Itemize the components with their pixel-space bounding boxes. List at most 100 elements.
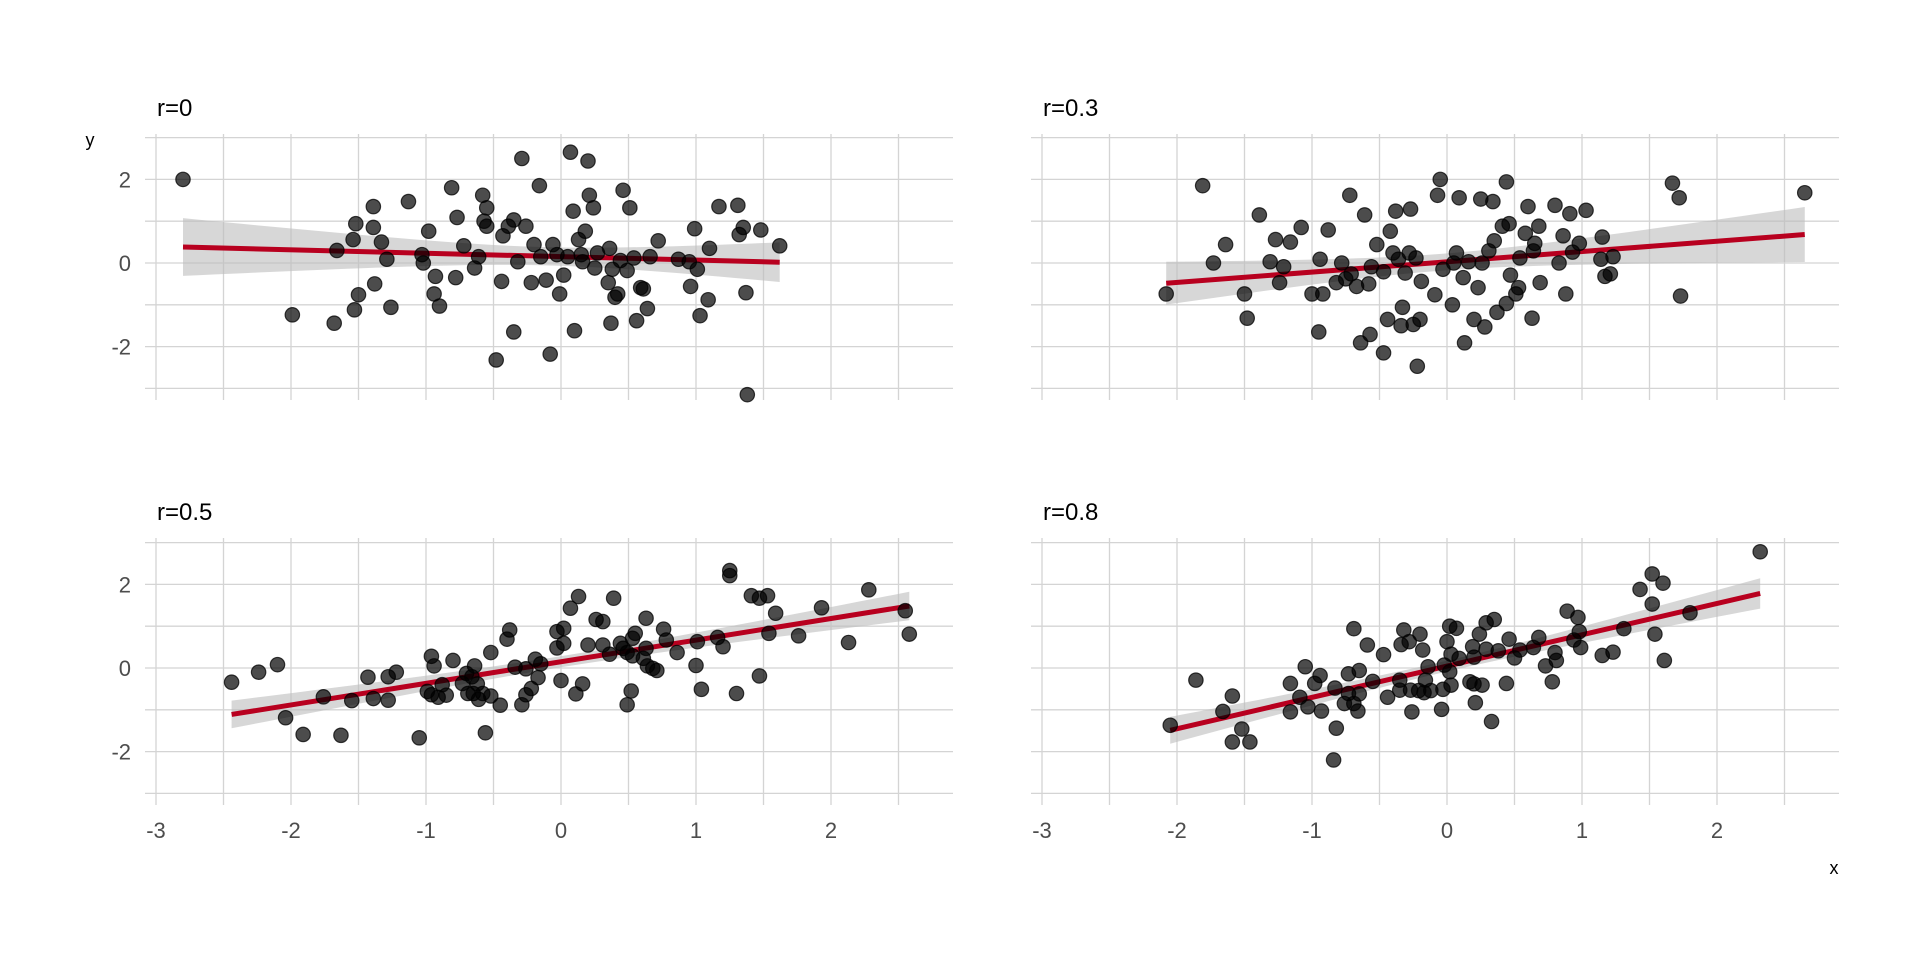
data-point xyxy=(343,692,360,709)
data-point xyxy=(1333,255,1350,271)
data-point xyxy=(1224,688,1241,704)
data-point xyxy=(383,299,399,316)
data-point xyxy=(658,632,675,648)
data-point xyxy=(532,656,549,672)
facet-title: r=0.3 xyxy=(1043,95,1098,122)
data-point xyxy=(1517,225,1534,242)
data-point xyxy=(420,223,437,240)
data-point xyxy=(1234,721,1250,737)
data-point xyxy=(1312,251,1328,268)
data-point xyxy=(570,588,587,605)
data-point xyxy=(1647,626,1663,642)
data-point xyxy=(346,302,363,318)
data-point xyxy=(443,179,460,196)
data-point xyxy=(1526,235,1543,252)
data-point xyxy=(345,231,361,248)
data-point xyxy=(693,681,710,698)
data-point xyxy=(1544,673,1561,690)
x-tick-label: 2 xyxy=(1711,818,1723,843)
data-point xyxy=(1205,255,1222,271)
x-tick-label: -1 xyxy=(1302,818,1322,843)
data-point xyxy=(518,218,534,235)
data-point xyxy=(739,386,756,403)
data-point xyxy=(1404,704,1420,720)
data-point xyxy=(609,286,626,302)
data-point xyxy=(1489,304,1505,321)
data-point xyxy=(1605,248,1621,265)
data-point xyxy=(1451,650,1467,667)
y-tick-label: 0 xyxy=(119,251,131,276)
data-point xyxy=(1501,215,1517,232)
data-point xyxy=(514,150,530,167)
data-point xyxy=(1320,222,1336,238)
data-point xyxy=(447,269,464,286)
data-point xyxy=(1242,734,1258,750)
y-tick-label: 0 xyxy=(119,656,131,681)
data-point xyxy=(531,177,548,194)
data-point xyxy=(1502,267,1519,283)
data-point xyxy=(380,692,396,708)
data-point xyxy=(542,346,558,362)
data-point xyxy=(470,248,487,265)
y-tick-label: 2 xyxy=(119,572,131,597)
data-point xyxy=(1510,279,1527,296)
data-point xyxy=(1394,299,1411,316)
data-point xyxy=(1313,703,1330,719)
data-point xyxy=(1470,279,1486,296)
data-point xyxy=(1328,720,1345,736)
data-point xyxy=(586,260,603,276)
data-point xyxy=(360,669,376,685)
data-point xyxy=(1401,633,1417,650)
facet-panel: r=0.8 -3 -2 -1 0 1 2 xyxy=(1031,499,1839,843)
data-point xyxy=(284,307,301,323)
data-point xyxy=(688,657,704,674)
data-point xyxy=(669,644,685,661)
data-point xyxy=(1551,255,1567,271)
x-tick-label: -3 xyxy=(1032,818,1052,843)
data-point xyxy=(623,683,639,699)
data-point xyxy=(466,658,483,674)
data-point xyxy=(250,664,267,680)
data-point xyxy=(1224,734,1241,750)
data-point xyxy=(1485,193,1501,210)
data-point xyxy=(1664,175,1681,191)
data-point xyxy=(175,171,191,188)
data-point xyxy=(1547,197,1563,214)
data-point xyxy=(639,300,656,317)
data-point xyxy=(315,689,332,705)
data-point xyxy=(1498,174,1515,190)
data-point xyxy=(1562,205,1578,222)
data-point xyxy=(1671,189,1687,206)
data-point xyxy=(761,625,777,642)
data-point xyxy=(1443,677,1459,693)
facet-title: r=0.5 xyxy=(157,499,212,526)
data-point xyxy=(478,200,495,216)
data-point xyxy=(1414,642,1431,658)
data-point xyxy=(1310,324,1327,340)
data-point xyxy=(1655,575,1671,591)
data-point xyxy=(1467,694,1484,711)
data-point xyxy=(400,193,417,210)
data-point xyxy=(1325,752,1342,768)
data-point xyxy=(1387,203,1404,219)
y-tick-label: 2 xyxy=(119,167,131,192)
data-point xyxy=(1524,310,1540,326)
data-point xyxy=(551,286,568,302)
data-point xyxy=(1512,642,1528,658)
data-point xyxy=(277,709,294,726)
data-point xyxy=(532,248,549,265)
data-point xyxy=(1402,201,1419,217)
data-point xyxy=(1162,717,1179,734)
data-point xyxy=(1474,255,1490,271)
data-point xyxy=(577,223,594,240)
data-point xyxy=(482,644,499,661)
data-point xyxy=(1239,310,1255,326)
data-point xyxy=(771,238,788,254)
data-point xyxy=(1520,198,1536,215)
data-point xyxy=(628,312,645,329)
data-point xyxy=(626,250,642,266)
data-point xyxy=(1215,703,1231,720)
data-point xyxy=(562,600,579,617)
data-point xyxy=(1644,566,1660,582)
data-point xyxy=(565,203,581,219)
